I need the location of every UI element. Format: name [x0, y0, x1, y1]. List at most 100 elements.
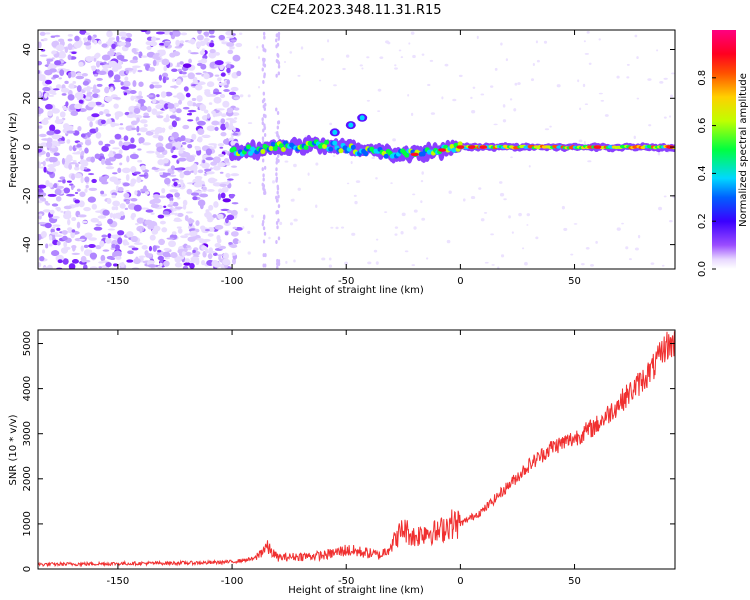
- streak-blob: [263, 74, 266, 79]
- noise-blob: [181, 251, 186, 257]
- noise-blob: [300, 46, 304, 50]
- noise-blob: [54, 234, 63, 238]
- noise-blob: [626, 76, 630, 79]
- noise-blob: [508, 215, 511, 219]
- noise-blob: [38, 74, 46, 81]
- noise-blob: [427, 83, 431, 87]
- noise-blob: [196, 95, 203, 102]
- noise-blob: [84, 188, 88, 193]
- noise-blob: [111, 43, 116, 50]
- noise-blob: [220, 208, 230, 212]
- noise-blob: [222, 100, 230, 108]
- noise-blob: [112, 200, 121, 207]
- noise-blob: [544, 128, 550, 131]
- noise-blob: [67, 227, 73, 231]
- noise-blob: [97, 220, 102, 225]
- noise-blob: [375, 261, 379, 265]
- noise-blob: [628, 258, 632, 261]
- noise-blob: [130, 197, 138, 202]
- noise-blob: [91, 35, 95, 43]
- noise-blob: [156, 94, 160, 98]
- noise-blob: [124, 76, 129, 81]
- streak-blob: [275, 239, 278, 244]
- noise-blob: [203, 31, 210, 36]
- signal-mark: [260, 149, 266, 155]
- noise-blob: [187, 218, 195, 224]
- noise-blob: [226, 42, 235, 47]
- noise-blob: [97, 215, 107, 219]
- noise-blob: [148, 67, 156, 72]
- noise-blob: [105, 162, 113, 166]
- noise-blob: [136, 176, 142, 184]
- streak-blob: [261, 121, 265, 126]
- noise-blob: [137, 69, 143, 73]
- noise-blob: [53, 152, 60, 157]
- noise-blob: [595, 240, 598, 244]
- noise-blob: [214, 242, 221, 248]
- noise-blob: [648, 124, 652, 127]
- streak-blob: [262, 263, 265, 268]
- noise-blob: [502, 104, 506, 108]
- noise-blob: [636, 97, 640, 100]
- noise-blob: [202, 238, 211, 242]
- noise-blob: [183, 170, 192, 176]
- noise-blob: [470, 96, 473, 99]
- noise-blob: [200, 63, 207, 70]
- noise-blob: [220, 192, 226, 199]
- streak-blob: [277, 64, 281, 69]
- noise-blob: [490, 233, 494, 236]
- noise-blob: [139, 174, 147, 177]
- streak-blob: [261, 167, 264, 172]
- noise-blob: [52, 250, 59, 256]
- y-tick-label: -20: [22, 188, 33, 204]
- noise-blob: [232, 238, 239, 245]
- noise-blob: [205, 93, 212, 97]
- noise-blob: [71, 252, 81, 255]
- noise-blob: [78, 99, 84, 104]
- noise-blob: [205, 229, 210, 232]
- noise-blob: [130, 235, 138, 243]
- noise-blob: [180, 32, 188, 36]
- noise-blob: [120, 36, 126, 40]
- noise-blob: [219, 171, 224, 174]
- noise-blob: [86, 115, 96, 122]
- noise-blob: [126, 241, 130, 246]
- noise-blob: [69, 183, 74, 186]
- noise-blob: [230, 86, 239, 92]
- noise-blob: [500, 254, 505, 258]
- noise-blob: [127, 250, 134, 255]
- noise-blob: [51, 57, 55, 60]
- noise-blob: [530, 78, 535, 82]
- noise-blob: [107, 70, 114, 78]
- noise-blob: [49, 68, 57, 73]
- noise-blob: [668, 115, 672, 118]
- noise-blob: [61, 93, 67, 96]
- noise-blob: [85, 56, 94, 63]
- noise-blob: [55, 196, 62, 202]
- x-tick-label: -100: [221, 576, 244, 587]
- noise-blob: [174, 206, 183, 210]
- noise-blob: [85, 184, 89, 189]
- noise-blob: [446, 239, 451, 244]
- noise-blob: [570, 253, 574, 256]
- streak-blob: [263, 107, 267, 112]
- noise-blob: [120, 86, 129, 90]
- noise-blob: [41, 249, 46, 254]
- noise-blob: [220, 118, 226, 124]
- noise-blob: [100, 190, 105, 195]
- noise-blob: [98, 140, 104, 146]
- noise-blob: [112, 172, 118, 175]
- noise-blob: [327, 39, 330, 43]
- noise-blob: [63, 123, 70, 130]
- noise-blob: [556, 84, 561, 88]
- noise-blob: [354, 200, 358, 205]
- noise-blob: [398, 49, 402, 52]
- noise-blob: [367, 261, 372, 265]
- noise-blob: [192, 163, 198, 170]
- noise-blob: [55, 116, 60, 121]
- noise-blob: [70, 231, 75, 239]
- noise-blob: [184, 258, 191, 263]
- noise-blob: [233, 96, 240, 100]
- noise-blob: [104, 95, 113, 103]
